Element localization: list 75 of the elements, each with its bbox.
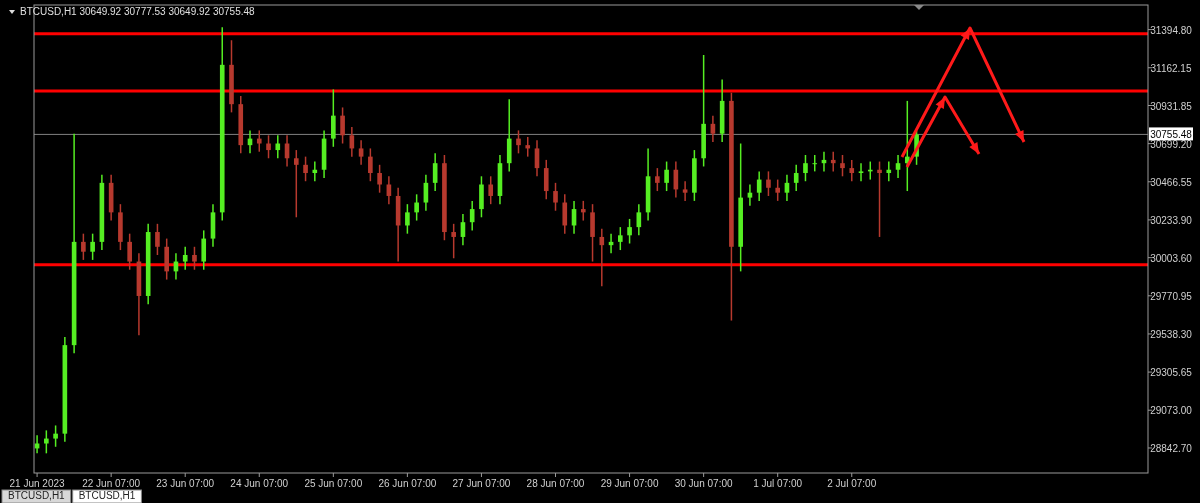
candlestick (488, 175, 494, 205)
candlestick (414, 193, 419, 222)
text: BTCUSD,H1 (8, 490, 66, 501)
candlestick (682, 180, 688, 202)
candlestick (451, 223, 456, 260)
candlestick (469, 200, 475, 232)
candlestick (840, 154, 845, 178)
candlestick (516, 129, 521, 155)
candlestick (877, 160, 882, 238)
candlestick (895, 154, 901, 179)
x-tick-label: 1 Jul 07:00 (753, 478, 803, 489)
candlestick (664, 160, 669, 192)
candlestick (886, 160, 892, 182)
candlestick (81, 232, 86, 261)
x-tick-label: 21 Jun 2023 (9, 478, 66, 489)
candlestick (192, 246, 197, 271)
candlestick (182, 246, 188, 271)
candlestick (580, 200, 586, 222)
x-tick-label: 26 Jun 07:00 (378, 478, 437, 489)
x-tick-label: 23 Jun 07:00 (156, 478, 215, 489)
x-tick-label: 28 Jun 07:00 (526, 478, 585, 489)
ref-line-label: 30755.48 (1150, 129, 1193, 141)
candlestick (562, 193, 568, 235)
candlestick (155, 223, 160, 256)
text: BTCUSD,H1 (78, 490, 136, 501)
x-tick-label: 30 Jun 07:00 (674, 478, 733, 489)
candlestick (53, 424, 58, 448)
candlestick (358, 139, 364, 166)
candlestick (553, 182, 558, 212)
x-tick-label: 24 Jun 07:00 (230, 478, 289, 489)
candlestick (127, 232, 132, 271)
chart-title: BTCUSD,H1 30649.92 30777.53 30649.92 30755.48 (20, 6, 256, 17)
candlestick (303, 155, 308, 182)
candlestick (655, 167, 660, 192)
candlestick (830, 150, 836, 173)
candlestick (386, 175, 392, 205)
y-tick-label: 30699.20 (1150, 138, 1193, 150)
candlestick (201, 229, 207, 271)
candlestick (618, 226, 623, 251)
y-tick-label: 29305.65 (1150, 367, 1193, 379)
candlestick (368, 147, 373, 182)
y-tick-label: 30003.60 (1150, 252, 1193, 264)
x-tick-label: 2 Jul 07:00 (827, 478, 877, 489)
candlestick (377, 164, 382, 194)
x-tick-label: 25 Jun 07:00 (304, 478, 363, 489)
y-tick-label: 31394.80 (1150, 24, 1193, 36)
candlestick (293, 149, 299, 219)
candlestick (543, 159, 549, 200)
candlestick (525, 136, 531, 158)
candlestick (405, 203, 410, 235)
candlestick (793, 164, 799, 192)
candlestick (256, 129, 262, 153)
candlestick (627, 218, 632, 245)
y-tick-label: 29770.95 (1150, 290, 1193, 302)
y-tick-label: 29538.30 (1150, 328, 1193, 340)
y-tick-label: 30466.55 (1150, 176, 1193, 188)
candlestick (803, 154, 808, 182)
y-tick-label: 29073.00 (1150, 405, 1193, 417)
y-tick-label: 31162.15 (1150, 62, 1192, 74)
x-tick-label: 29 Jun 07:00 (600, 478, 659, 489)
candlestick (275, 134, 281, 160)
candlestick (775, 178, 781, 202)
candlestick (340, 106, 345, 145)
x-tick-label: 27 Jun 07:00 (452, 478, 511, 489)
candlestick (849, 159, 855, 182)
candlestick (90, 232, 95, 261)
candlestick (766, 170, 771, 197)
y-tick-label: 30233.90 (1150, 214, 1193, 226)
y-tick-label: 30931.85 (1150, 100, 1193, 112)
candlestick (266, 134, 271, 160)
candlestick (858, 162, 864, 182)
candlestick (599, 228, 605, 287)
candlestick (331, 88, 336, 148)
x-tick-label: 22 Jun 07:00 (82, 478, 141, 489)
y-tick-label: 28842.70 (1150, 442, 1193, 454)
